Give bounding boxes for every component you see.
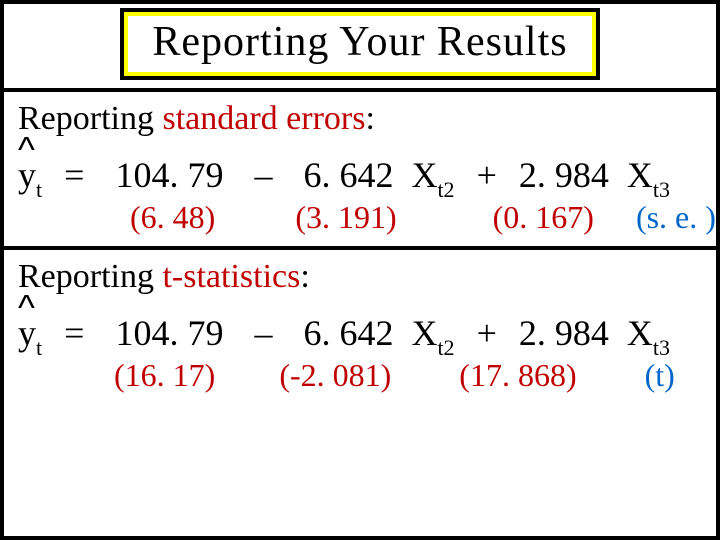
equals [51,155,64,195]
plus: + [477,155,497,195]
slide-page: Reporting Your Results Reporting standar… [0,0,720,540]
section-standard-errors: Reporting standard errors: ^ yt = 104. 7… [4,92,716,250]
x3: X [627,155,653,195]
title-row: Reporting Your Results [4,4,716,92]
x2-sub: t2 [437,177,454,202]
heading-suffix: : [365,100,374,137]
t-statistic-row: (16. 17) (-2. 081) (17. 868) (t) [18,357,702,394]
coef2: 6. 642 [303,313,393,353]
minus: – [254,313,272,353]
x2: X [411,313,437,353]
x3-sub: t3 [653,177,670,202]
heading-suffix: : [300,258,309,295]
x2: X [411,155,437,195]
hat-symbol: ^ [18,132,35,168]
heading-emphasis: standard errors [162,100,365,137]
section-t-statistics: Reporting t-statistics: ^ yt = 104. 79 –… [4,250,716,404]
heading-emphasis: t-statistics [162,258,300,295]
intercept: 104. 79 [115,155,223,195]
x3-sub: t3 [653,335,670,360]
section-heading: Reporting standard errors: [18,100,702,138]
equals-sign: = [64,155,84,195]
coef3: 2. 984 [519,155,609,195]
y-hat: ^ yt [18,154,42,201]
hat-symbol: ^ [18,290,35,326]
slide-title: Reporting Your Results [152,18,567,66]
coef2: 6. 642 [303,155,393,195]
minus: – [254,155,272,195]
x2-sub: t2 [437,335,454,360]
regression-equation: ^ yt = 104. 79 – 6. 642 Xt2 + 2. 984 Xt3 [18,300,702,359]
equals [51,313,64,353]
se-coef3: (0. 167) [493,199,594,235]
heading-prefix: Reporting [18,258,162,295]
t-coef3: (17. 868) [459,357,576,393]
se-tag: (s. e. ) [636,199,716,235]
t-intercept: (16. 17) [114,357,215,393]
heading-prefix: Reporting [18,100,162,137]
x3: X [627,313,653,353]
y-hat: ^ yt [18,312,42,359]
title-box: Reporting Your Results [124,12,595,76]
section-heading: Reporting t-statistics: [18,258,702,296]
equals-sign: = [64,313,84,353]
standard-error-row: (6. 48) (3. 191) (0. 167) (s. e. ) [18,199,702,236]
t-tag: (t) [645,357,675,393]
regression-equation: ^ yt = 104. 79 – 6. 642 Xt2 + 2. 984 Xt3 [18,142,702,201]
intercept: 104. 79 [115,313,223,353]
t-coef2: (-2. 081) [279,357,391,393]
se-intercept: (6. 48) [130,199,215,235]
coef3: 2. 984 [519,313,609,353]
plus: + [477,313,497,353]
lhs-sub: t [36,335,42,360]
lhs-sub: t [36,177,42,202]
se-coef2: (3. 191) [295,199,396,235]
